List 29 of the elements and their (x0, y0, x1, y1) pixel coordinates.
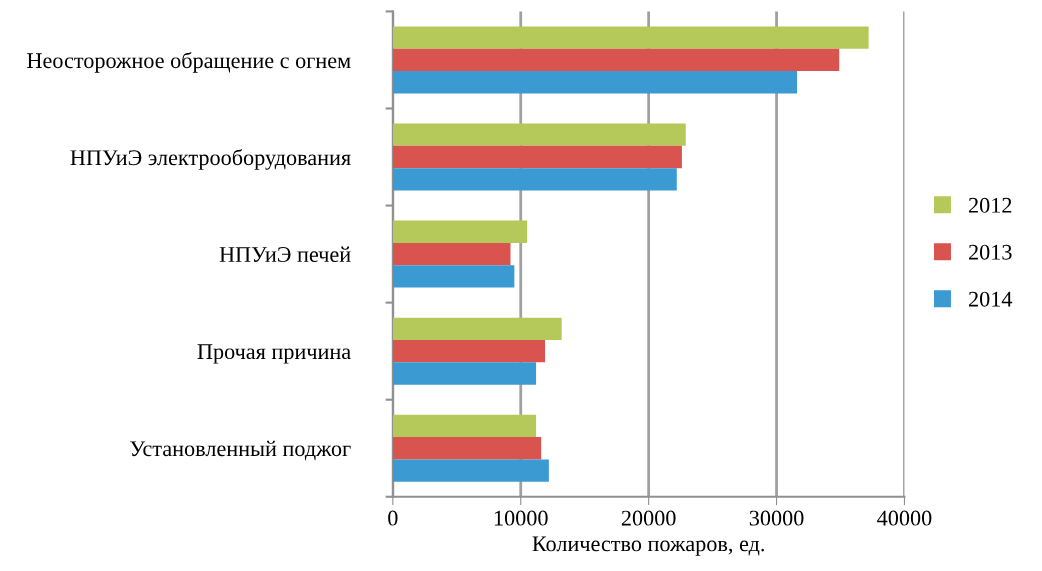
bar (392, 459, 549, 482)
legend-label: 2012 (969, 197, 1012, 213)
bar (392, 340, 546, 363)
bar (392, 317, 562, 340)
legend-label: 2014 (969, 291, 1013, 307)
bar (392, 48, 840, 72)
x-tick-label: 20000 (621, 510, 676, 526)
x-tick-label: 0 (388, 510, 398, 526)
bar (392, 220, 528, 243)
y-tick-label: Установленный поджог (130, 440, 351, 461)
y-tick-label: НПУиЭ электрооборудования (70, 149, 351, 170)
bar (392, 362, 537, 385)
legend-label: 2013 (969, 244, 1012, 260)
bar (392, 26, 869, 49)
bar (392, 168, 677, 191)
bar (392, 242, 511, 266)
x-tick-label: 40000 (877, 510, 932, 526)
bar (392, 71, 798, 94)
x-tick-label: 30000 (749, 510, 804, 526)
bar (392, 437, 542, 460)
bar (392, 265, 515, 288)
y-tick-label: НПУиЭ печей (219, 246, 351, 263)
bar (392, 414, 537, 438)
bar (392, 145, 682, 169)
x-axis-title: Количество пожаров, ед. (532, 536, 764, 556)
x-tick-label: 10000 (494, 510, 548, 526)
y-tick-label: Неосторожное обращение с огнем (27, 52, 351, 73)
bar (392, 123, 686, 146)
y-tick-label: Прочая причина (197, 344, 351, 364)
